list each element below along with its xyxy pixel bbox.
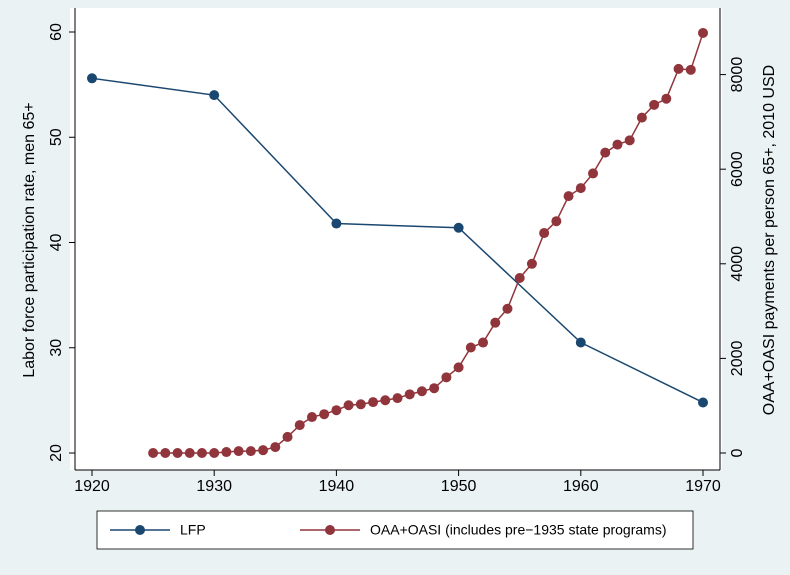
series-point — [392, 393, 403, 404]
series-point — [429, 383, 440, 394]
series-point — [294, 420, 305, 431]
series-point — [343, 400, 354, 411]
series-point — [465, 342, 476, 353]
series-point — [685, 64, 696, 75]
series-point — [575, 183, 586, 194]
series-point — [441, 372, 452, 383]
x-tick-label: 1960 — [563, 478, 599, 495]
series-point — [380, 395, 391, 406]
series-point — [661, 93, 672, 104]
y-tick-label: 20 — [48, 444, 65, 462]
y-tick-label: 30 — [48, 339, 65, 357]
series-point — [209, 448, 220, 458]
series-point — [355, 399, 366, 410]
series-point — [282, 431, 293, 442]
y2-tick-label: 8000 — [729, 57, 746, 93]
series-point — [196, 448, 207, 458]
series-point — [209, 90, 220, 101]
series-point — [453, 362, 464, 373]
y2-tick-label: 6000 — [729, 151, 746, 187]
series-point — [563, 191, 574, 202]
series-point — [245, 446, 256, 457]
series-point — [649, 99, 660, 110]
x-tick-label: 1970 — [685, 478, 721, 495]
x-tick-label: 1940 — [319, 478, 355, 495]
series-line — [91, 77, 704, 404]
y-tick-label: 40 — [48, 234, 65, 252]
series-point — [551, 216, 562, 227]
series-point — [502, 303, 513, 314]
legend-label: LFP — [180, 522, 206, 538]
series-point — [514, 272, 525, 283]
series-point — [478, 337, 489, 348]
series-point — [331, 405, 342, 416]
series-line — [153, 32, 704, 454]
series-point — [624, 135, 635, 146]
series-point — [184, 448, 195, 458]
series-point — [698, 397, 708, 408]
series-point — [416, 386, 427, 397]
series-point — [160, 448, 171, 458]
series-point — [588, 168, 599, 179]
series-point — [575, 337, 586, 348]
series-point — [368, 397, 379, 408]
y-tick-label: 60 — [48, 23, 65, 41]
series-point — [306, 412, 317, 423]
x-tick-label: 1950 — [441, 478, 477, 495]
series-point — [600, 147, 611, 158]
series-point — [453, 222, 464, 233]
legend-marker — [325, 525, 335, 535]
series-point — [258, 445, 269, 456]
series-point — [331, 218, 342, 229]
series-point — [172, 448, 183, 458]
series-point — [270, 442, 281, 453]
x-tick-label: 1920 — [74, 478, 110, 495]
series-point — [148, 448, 159, 458]
y2-tick-label: 4000 — [729, 246, 746, 282]
series-point — [612, 139, 623, 150]
plot-region — [70, 8, 722, 470]
series-point — [221, 447, 232, 458]
series-point — [539, 228, 550, 239]
series-point — [233, 446, 244, 457]
legend-label: OAA+OASI (includes pre−1935 state progra… — [370, 522, 666, 538]
series-point — [404, 389, 415, 400]
y-axis-title: Labor force participation rate, men 65+ — [21, 102, 38, 377]
series-point — [673, 63, 684, 74]
series-point — [87, 73, 97, 84]
y2-tick-label: 2000 — [729, 340, 746, 376]
y-tick-label: 50 — [48, 128, 65, 146]
y2-axis-title: OAA+OASI payments per person 65+, 2010 U… — [761, 65, 778, 415]
legend-marker — [135, 525, 145, 535]
legend — [96, 510, 694, 550]
y2-tick-label: 0 — [729, 448, 746, 457]
series-point — [319, 409, 330, 420]
series-point — [698, 27, 708, 38]
x-tick-label: 1930 — [196, 478, 232, 495]
series-point — [636, 112, 647, 123]
series-point — [490, 317, 501, 328]
series-point — [526, 258, 537, 269]
